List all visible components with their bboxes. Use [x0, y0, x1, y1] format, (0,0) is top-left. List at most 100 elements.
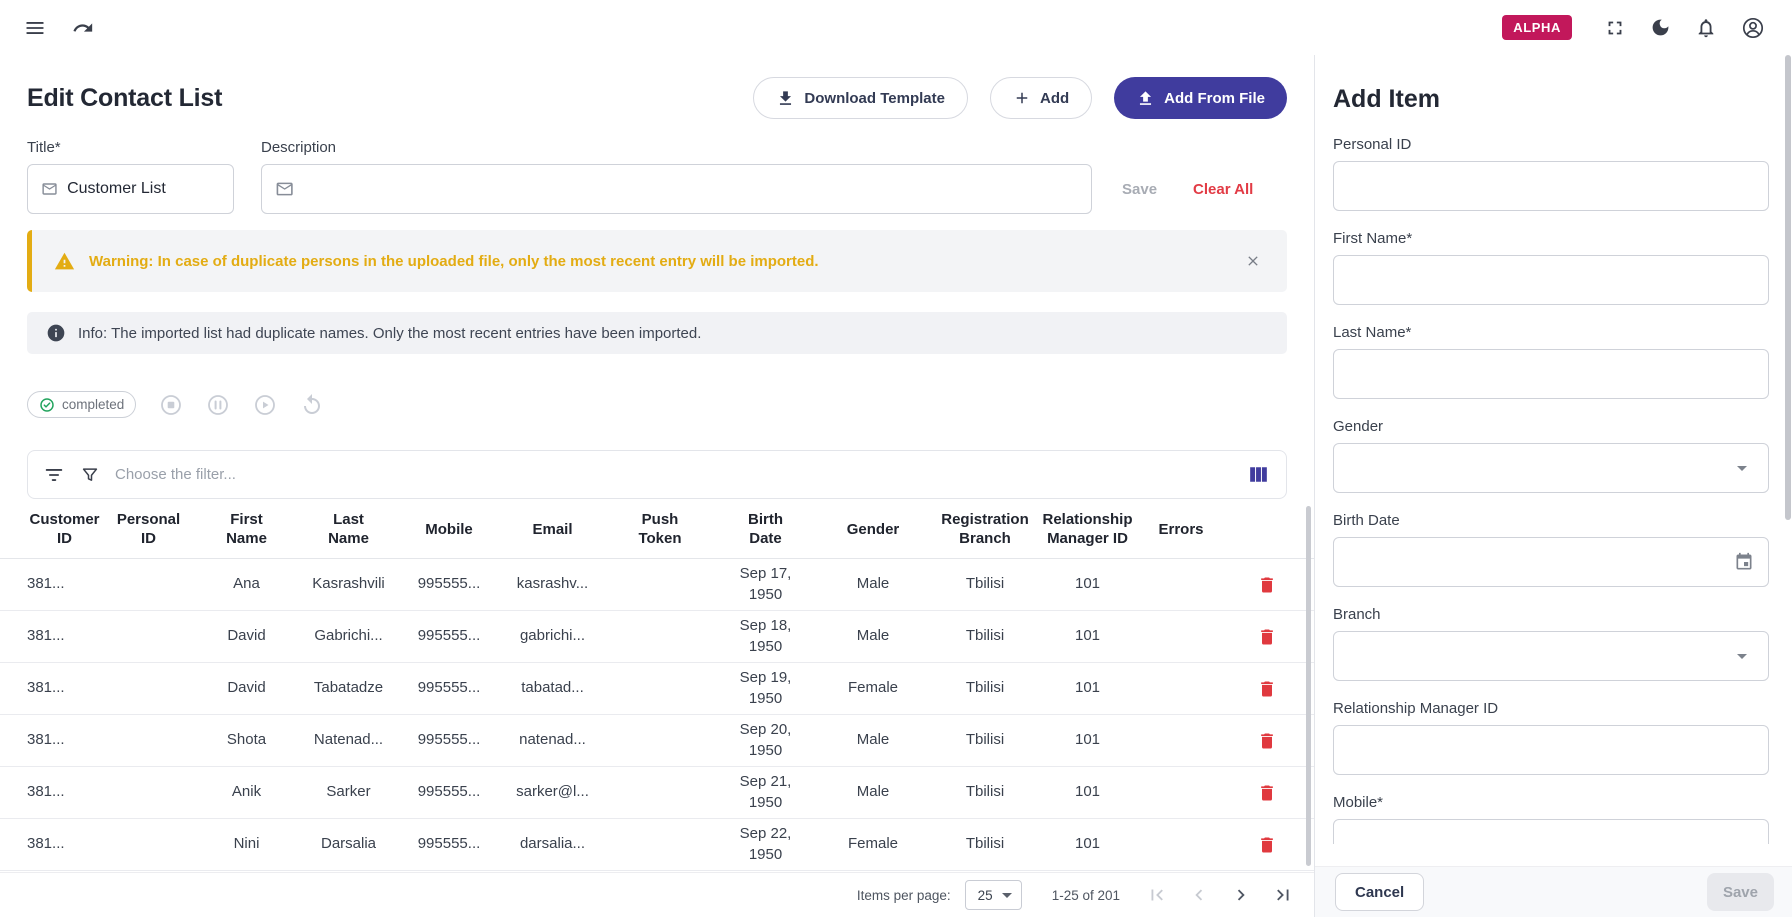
columns-button[interactable] [1246, 462, 1271, 487]
status-badge: completed [27, 391, 137, 418]
field-label: Personal ID [1333, 136, 1412, 153]
branch-input[interactable] [1348, 647, 1730, 665]
personal-id-input[interactable] [1348, 177, 1754, 195]
cell-registration-branch: Tbilisi [965, 731, 1005, 749]
last-page-button[interactable] [1268, 880, 1298, 910]
table-row: 381... Nini Darsalia 995555... darsalia.… [0, 819, 1314, 871]
next-page-button[interactable] [1226, 880, 1256, 910]
field-last-name: Last Name* [1333, 324, 1769, 399]
warning-text: Warning: In case of duplicate persons in… [89, 252, 819, 270]
column-header: Customer ID [29, 511, 100, 547]
field-branch: Branch [1333, 606, 1769, 681]
filter-input[interactable] [115, 466, 1231, 483]
field-input-box[interactable] [1333, 255, 1769, 305]
last-page-icon [1277, 889, 1289, 901]
clear-all-button[interactable]: Clear All [1193, 180, 1254, 198]
pause-import-button[interactable] [206, 393, 230, 417]
stop-import-button[interactable] [159, 393, 183, 417]
description-label: Description [261, 139, 337, 156]
topbar-left [24, 17, 94, 39]
first-page-button[interactable] [1142, 880, 1172, 910]
import-status-row: completed [27, 391, 1287, 418]
cell-gender: Male [856, 783, 890, 801]
page-title: Edit Contact List [27, 83, 223, 112]
field-input-box[interactable] [1333, 349, 1769, 399]
cell-registration-branch: Tbilisi [965, 835, 1005, 853]
delete-row-button[interactable] [1253, 571, 1281, 599]
column-header: Email [532, 520, 573, 538]
field-input-box[interactable] [1333, 537, 1769, 587]
description-input-box[interactable] [261, 164, 1092, 214]
title-input-box[interactable] [27, 164, 234, 214]
notifications-button[interactable] [1695, 17, 1717, 39]
birth-date-input[interactable] [1348, 553, 1734, 571]
menu-button[interactable] [24, 17, 46, 39]
relationship-manager-id-input[interactable] [1348, 741, 1754, 759]
alpha-badge: ALPHA [1502, 15, 1572, 40]
column-header: Registration Branch [941, 511, 1029, 547]
description-input[interactable] [303, 180, 1078, 198]
first-name-input[interactable] [1348, 271, 1754, 289]
table-body: 381... Ana Kasrashvili 995555... kasrash… [0, 559, 1314, 871]
plus-icon [1016, 92, 1028, 104]
cell-email: gabrichi... [519, 627, 586, 645]
calendar-icon [1734, 552, 1754, 572]
field-birth-date: Birth Date [1333, 512, 1769, 587]
page-scrollbar[interactable] [1785, 55, 1791, 520]
download-template-button[interactable]: Download Template [753, 77, 968, 119]
field-input-box[interactable] [1333, 161, 1769, 211]
delete-row-button[interactable] [1253, 779, 1281, 807]
table-row: 381... Ana Kasrashvili 995555... kasrash… [0, 559, 1314, 611]
redo-icon [73, 22, 93, 32]
account-button[interactable] [1741, 16, 1765, 40]
field-mobile: Mobile* [1333, 794, 1769, 844]
items-per-page-select[interactable]: 25 [964, 880, 1022, 910]
cell-registration-branch: Tbilisi [965, 627, 1005, 645]
cell-registration-branch: Tbilisi [965, 575, 1005, 593]
previous-page-button[interactable] [1184, 880, 1214, 910]
field-input-box[interactable] [1333, 725, 1769, 775]
panel-save-button[interactable]: Save [1706, 873, 1774, 911]
check-circle-icon [40, 397, 54, 412]
delete-row-button[interactable] [1253, 831, 1281, 859]
restart-import-button[interactable] [300, 393, 324, 417]
sort-button[interactable] [43, 464, 65, 486]
field-input-box[interactable] [1333, 443, 1769, 493]
cell-mobile: 995555... [417, 835, 481, 853]
table-row: 381... Anik Sarker 995555... sarker@l...… [0, 767, 1314, 819]
delete-row-button[interactable] [1253, 727, 1281, 755]
cancel-button[interactable]: Cancel [1335, 873, 1425, 911]
field-input-box[interactable] [1333, 819, 1769, 844]
cell-customer-id: 381... [27, 575, 65, 593]
dark-mode-button[interactable] [1650, 17, 1671, 38]
add-from-file-label: Add From File [1164, 89, 1265, 107]
resume-import-button[interactable] [253, 393, 277, 417]
warning-icon [54, 252, 75, 269]
close-icon [1248, 256, 1258, 266]
gender-input[interactable] [1348, 459, 1730, 477]
fullscreen-button[interactable] [1604, 17, 1626, 39]
funnel-icon [82, 467, 98, 481]
field-input-box[interactable] [1333, 631, 1769, 681]
delete-row-button[interactable] [1253, 623, 1281, 651]
dismiss-warning-button[interactable] [1241, 249, 1265, 273]
redo-button[interactable] [72, 17, 94, 39]
last-name-input[interactable] [1348, 365, 1754, 383]
mobile-input[interactable] [1348, 835, 1754, 844]
account-icon [1742, 17, 1764, 38]
table-scrollbar[interactable] [1306, 506, 1311, 866]
cell-last-name: Tabatadze [313, 679, 384, 697]
hamburger-icon [26, 21, 44, 34]
add-button[interactable]: Add [989, 77, 1093, 119]
cell-registration-branch: Tbilisi [965, 679, 1005, 697]
filter-button[interactable] [80, 465, 100, 485]
save-button[interactable]: Save [1122, 180, 1158, 198]
topbar: ALPHA [0, 0, 1792, 55]
field-label: Gender [1333, 418, 1384, 435]
stop-circle-icon [161, 394, 182, 415]
delete-row-button[interactable] [1253, 675, 1281, 703]
add-from-file-button[interactable]: Add From File [1114, 77, 1287, 119]
title-input[interactable] [67, 180, 220, 198]
cell-birth-date: Sep 18, 1950 [739, 617, 792, 655]
items-per-page-label: Items per page: [856, 887, 951, 903]
